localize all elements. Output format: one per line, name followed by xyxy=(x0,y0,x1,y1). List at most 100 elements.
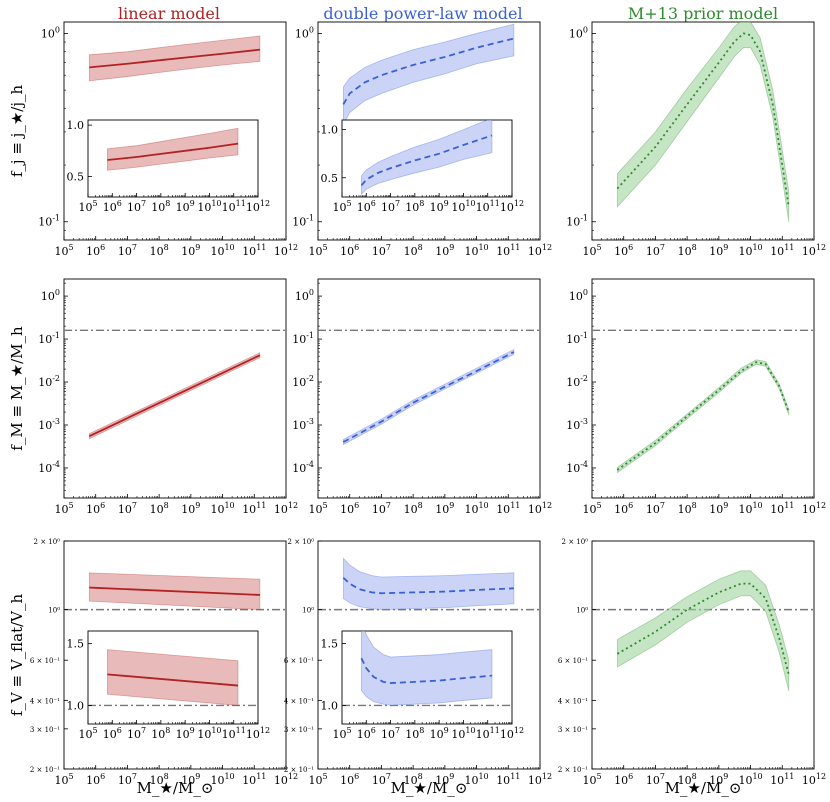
tick-label: 100 xyxy=(41,288,60,303)
tick-label: 105 xyxy=(78,199,97,214)
inset-y-tick-label: 1.0 xyxy=(67,119,85,132)
tick-label: 105 xyxy=(582,243,601,258)
tick-label: 1011 xyxy=(242,772,266,787)
tick-label: 1012 xyxy=(274,243,298,258)
tick-label: 10-3 xyxy=(292,417,314,432)
fV-linear-line xyxy=(89,586,260,596)
tick-label: 10-2 xyxy=(566,374,588,389)
tick-label: 1012 xyxy=(500,726,524,741)
y-tick-label: 10⁰ xyxy=(576,607,588,615)
inset-fj-linear-line xyxy=(107,142,239,161)
tick-label: 1012 xyxy=(802,772,826,787)
tick-label: 1011 xyxy=(476,726,500,741)
tick-label: 1010 xyxy=(464,772,488,787)
tick-label: 10-3 xyxy=(38,417,60,432)
tick-label: 10-4 xyxy=(566,460,588,475)
inset-fV-linear: 105 106 107 108 109 1010 1011 1012 1.0 1.5 xyxy=(67,630,270,741)
y-tick-label: 2 × 10⁻¹ xyxy=(284,766,314,774)
inset-y-tick-label: 1.0 xyxy=(321,699,339,712)
inset-y-tick-label: 1.0 xyxy=(321,124,339,137)
tick-label: 10-2 xyxy=(38,374,60,389)
tick-label: 100 xyxy=(569,25,588,40)
tick-label: 107 xyxy=(372,501,391,516)
tick-label: 106 xyxy=(614,501,633,516)
tick-label: 109 xyxy=(181,243,200,258)
tick-label: 106 xyxy=(614,772,633,787)
tick-label: 105 xyxy=(582,501,601,516)
tick-label: 10-1 xyxy=(566,214,588,229)
tick-label: 1011 xyxy=(222,199,246,214)
tick-label: 1010 xyxy=(197,199,221,214)
tick-label: 105 xyxy=(308,243,327,258)
tick-label: 109 xyxy=(176,199,195,214)
inset-y-tick-label: 1.0 xyxy=(67,699,85,712)
tick-label: 1012 xyxy=(274,772,298,787)
fM-linear-line xyxy=(88,354,261,437)
tick-label: 106 xyxy=(340,243,359,258)
y-tick-label: 10⁰ xyxy=(48,607,60,615)
tick-label: 109 xyxy=(435,243,454,258)
tick-label: 107 xyxy=(118,501,137,516)
tick-label: 1010 xyxy=(451,726,475,741)
tick-label: 106 xyxy=(614,243,633,258)
inset-fj-linear-band xyxy=(107,127,239,171)
tick-label: 108 xyxy=(150,772,169,787)
column-title-m13: M+13 prior model xyxy=(628,4,778,23)
tick-label: 105 xyxy=(308,772,327,787)
tick-label: 108 xyxy=(678,772,697,787)
tick-label: 105 xyxy=(54,243,73,258)
tick-label: 1010 xyxy=(210,243,234,258)
column-title-linear: linear model xyxy=(118,4,220,23)
tick-label: 105 xyxy=(78,726,97,741)
tick-label: 106 xyxy=(86,772,105,787)
tick-label: 1011 xyxy=(496,501,520,516)
tick-label: 107 xyxy=(372,772,391,787)
y-tick-label: 10⁰ xyxy=(302,607,314,615)
x-axis-label-2: M_★/M_⊙ xyxy=(665,779,742,797)
tick-label: 109 xyxy=(176,726,195,741)
tick-label: 1011 xyxy=(242,501,266,516)
tick-label: 10-4 xyxy=(292,460,314,475)
fj-m13-band xyxy=(616,22,790,222)
panel-fM-linear: 105 106 107 108 109 1010 1011 1012 10-4 10-3 10-2 1… xyxy=(38,278,298,516)
tick-label: 108 xyxy=(678,243,697,258)
tick-label: 106 xyxy=(340,501,359,516)
inset-y-tick-label: 0.5 xyxy=(321,172,339,185)
y-tick-label: 2 × 10⁰ xyxy=(34,538,61,546)
row-ylabel-2: f_V ≡ V_flat/V_h xyxy=(8,593,26,716)
tick-label: 1011 xyxy=(476,199,500,214)
tick-label: 105 xyxy=(582,772,601,787)
column-title-dpl: double power-law model xyxy=(323,4,522,23)
fV-dpl-band xyxy=(342,557,515,611)
tick-label: 1012 xyxy=(802,243,826,258)
axes-frame xyxy=(591,21,815,241)
tick-label: 106 xyxy=(357,726,376,741)
tick-label: 1012 xyxy=(500,199,524,214)
y-tick-label: 6 × 10⁻¹ xyxy=(284,657,314,665)
panel-fM-dpl: 105 106 107 108 109 1010 1011 1012 10-4 10-3 10-2 1… xyxy=(292,278,552,516)
tick-label: 105 xyxy=(332,199,351,214)
tick-label: 1011 xyxy=(496,772,520,787)
inset-y-tick-label: 1.5 xyxy=(321,637,339,650)
fj-dpl-line xyxy=(342,37,515,105)
panel-fV-m13: 105 106 107 108 109 1010 1011 1012 2 × 10⁻¹ 3 × 1… xyxy=(558,538,826,787)
tick-label: 1012 xyxy=(246,726,270,741)
tick-label: 108 xyxy=(678,501,697,516)
tick-label: 108 xyxy=(151,199,170,214)
inset-fV-dpl: 105 106 107 108 109 1010 1011 1012 1.0 1.5 xyxy=(321,630,524,741)
panel-fM-m13: 105 106 107 108 109 1010 1011 1012 10-4 10-3 10-2 1… xyxy=(566,278,826,516)
tick-label: 108 xyxy=(404,501,423,516)
tick-label: 108 xyxy=(151,726,170,741)
y-tick-label: 2 × 10⁻¹ xyxy=(30,766,60,774)
tick-label: 1010 xyxy=(738,772,762,787)
tick-label: 1012 xyxy=(528,772,552,787)
fj-m13-line xyxy=(616,32,790,207)
y-tick-label: 4 × 10⁻¹ xyxy=(30,697,60,705)
tick-label: 108 xyxy=(405,726,424,741)
y-tick-label: 2 × 10⁰ xyxy=(288,538,315,546)
tick-label: 1010 xyxy=(738,501,762,516)
